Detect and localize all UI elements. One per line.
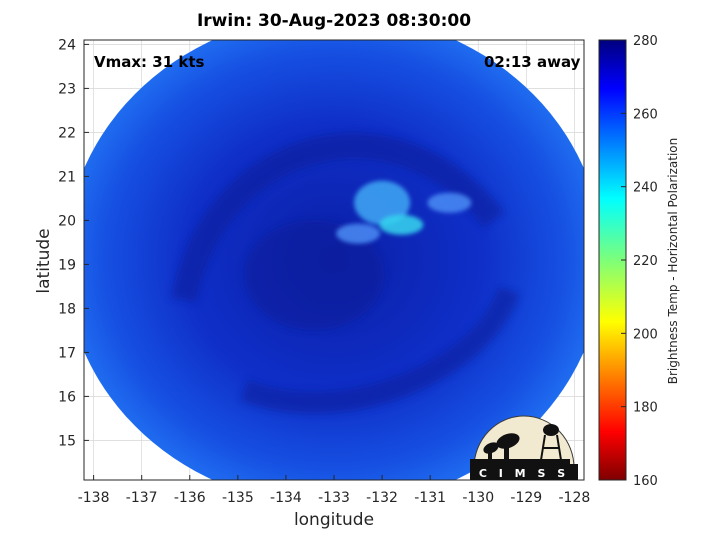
colorbar-tick-label: 240 (633, 181, 658, 196)
x-tick-label: -130 (462, 490, 494, 506)
x-tick-label: -129 (510, 490, 542, 506)
time-away-annotation: 02:13 away (484, 53, 581, 71)
colorbar-tick-label: 180 (633, 401, 658, 416)
dish-pole (504, 444, 509, 460)
logo-building (470, 459, 570, 468)
y-tick-label: 19 (58, 257, 76, 273)
colorbar-tick-label: 200 (633, 327, 658, 342)
x-tick-label: -136 (174, 490, 206, 506)
y-tick-label: 16 (58, 389, 76, 405)
x-tick-label: -134 (270, 490, 302, 506)
plot-area (83, 39, 585, 481)
x-tick-label: -138 (78, 490, 110, 506)
colorbar-tick-label: 260 (633, 107, 658, 122)
x-axis: -138 -137 -136 -135 -134 -133 -132 -131 -130 -129… (78, 475, 590, 506)
y-tick-label: 22 (58, 125, 76, 141)
cimss-logo: C I M S S (470, 415, 578, 480)
colorbar: 160 180 200 220 240 260 280 (598, 34, 658, 489)
y-tick-label: 15 (58, 433, 76, 449)
x-tick-label: -135 (222, 490, 254, 506)
colorbar-label: Brightness Temp - Horizontal Polarizatio… (666, 137, 680, 385)
x-tick-label: -128 (558, 490, 590, 506)
y-tick-label: 20 (58, 213, 76, 229)
convective-feature (379, 214, 424, 235)
logo-banner (470, 464, 578, 480)
tower-tank-icon (543, 424, 559, 436)
x-axis-label: longitude (293, 510, 375, 530)
logo-text: C I M S S (479, 467, 569, 480)
x-tick-label: -132 (366, 490, 398, 506)
dish-icon (483, 442, 499, 454)
y-tick-label: 21 (58, 169, 76, 185)
x-tick-label: -133 (318, 490, 350, 506)
chart-title: Irwin: 30-Aug-2023 08:30:00 (196, 11, 472, 31)
tower-legs-icon (540, 434, 562, 461)
x-tick-label: -137 (126, 490, 158, 506)
y-tick-label: 18 (58, 301, 76, 317)
colorbar-tick-label: 280 (633, 34, 658, 49)
y-tick-label: 23 (58, 81, 76, 97)
vmax-annotation: Vmax: 31 kts (94, 53, 205, 71)
colorbar-tick-label: 220 (633, 254, 658, 269)
dish-icon (496, 433, 520, 449)
convective-feature (336, 223, 381, 244)
x-tick-label: -131 (414, 490, 446, 506)
convective-feature (427, 192, 472, 213)
rain-band (171, 132, 505, 303)
y-tick-label: 24 (58, 37, 76, 53)
convective-feature (354, 180, 411, 225)
storm-core (244, 220, 384, 330)
dish-pole (488, 450, 492, 460)
colorbar-tick-label: 160 (633, 474, 658, 489)
y-axis-label: latitude (34, 228, 54, 294)
y-tick-label: 17 (58, 345, 76, 361)
y-axis: 15 16 17 18 19 20 21 22 23 24 (58, 37, 89, 449)
rain-band (239, 286, 520, 414)
